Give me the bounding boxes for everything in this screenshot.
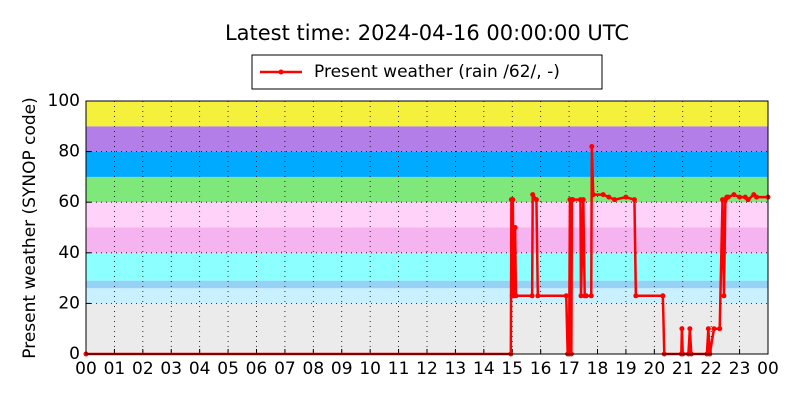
- x-tick-label: 23: [729, 359, 751, 379]
- legend-label: Present weather (rain /62/, -): [314, 62, 560, 82]
- background-band: [86, 280, 768, 289]
- data-point: [731, 192, 737, 198]
- background-band: [86, 202, 768, 228]
- data-point: [563, 293, 569, 299]
- data-point: [612, 197, 618, 203]
- data-point: [725, 194, 731, 200]
- plot-frame: [85, 100, 769, 355]
- x-tick-label: 04: [189, 359, 211, 379]
- x-tick-label: 22: [700, 359, 722, 379]
- y-tick-label: 80: [58, 142, 80, 162]
- plot-area: 00 01 02 03 04 05 06 07 08 09 10 11 12 13 14 15 16 17 18 19…: [48, 91, 779, 379]
- data-point: [600, 192, 606, 198]
- y-axis-label: Present weather (SYNOP code): [20, 97, 40, 358]
- background-band: [86, 101, 768, 127]
- x-tick-label: 19: [615, 359, 637, 379]
- x-tick-label: 09: [331, 359, 353, 379]
- x-tick-label: 16: [530, 359, 552, 379]
- x-tick-label: 21: [672, 359, 694, 379]
- x-tick-label: 01: [104, 359, 126, 379]
- data-point: [754, 194, 760, 200]
- data-point: [590, 192, 596, 198]
- x-tick-label: 07: [274, 359, 296, 379]
- x-tick-label: 13: [445, 359, 467, 379]
- data-point: [533, 197, 539, 203]
- x-tick-label: 15: [501, 359, 523, 379]
- y-tick-label: 0: [69, 344, 80, 364]
- legend-box: [251, 54, 603, 90]
- data-point: [513, 293, 519, 299]
- x-tick-label: 18: [587, 359, 609, 379]
- x-tick-label: 02: [132, 359, 154, 379]
- data-point: [570, 197, 576, 203]
- legend-marker: [278, 69, 284, 75]
- data-point: [588, 293, 594, 299]
- y-tick-label: 40: [58, 243, 80, 263]
- chart-title: Latest time: 2024-04-16 00:00:00 UTC: [225, 21, 629, 45]
- x-tick-label: 08: [303, 359, 325, 379]
- data-point: [578, 293, 584, 299]
- data-point: [535, 293, 541, 299]
- legend: Present weather (rain /62/, -): [251, 54, 603, 90]
- x-tick-label: 00: [757, 359, 779, 379]
- data-point: [589, 144, 595, 150]
- x-tick-label: 06: [246, 359, 268, 379]
- data-point: [583, 293, 589, 299]
- data-point: [512, 225, 518, 230]
- data-point: [687, 326, 693, 332]
- x-tick-label: 10: [359, 359, 381, 379]
- x-tick-label: 20: [644, 359, 666, 379]
- x-tick-label: 14: [473, 359, 495, 379]
- data-point: [737, 194, 743, 200]
- data-point: [745, 197, 751, 203]
- data-point: [633, 293, 639, 299]
- y-tick-label: 60: [58, 192, 80, 212]
- x-tick-label: 11: [388, 359, 410, 379]
- data-point: [510, 197, 516, 203]
- x-tick-label: 03: [160, 359, 182, 379]
- data-point: [529, 293, 535, 299]
- data-point: [623, 194, 629, 200]
- data-point: [721, 293, 727, 299]
- background-band: [86, 126, 768, 152]
- data-point: [679, 326, 685, 332]
- background-band: [86, 288, 768, 304]
- data-point: [606, 194, 612, 200]
- background-band: [86, 151, 768, 177]
- y-tick-label: 20: [58, 293, 80, 313]
- background-band: [86, 176, 768, 203]
- x-tick-label: 00: [75, 359, 97, 379]
- x-tick-label: 12: [416, 359, 438, 379]
- x-tick-label: 05: [217, 359, 239, 379]
- y-tick-label: 100: [48, 91, 80, 111]
- data-point: [660, 293, 666, 299]
- x-tick-label: 17: [558, 359, 580, 379]
- data-point: [717, 326, 723, 332]
- data-point: [711, 326, 717, 332]
- data-point: [631, 197, 637, 203]
- data-line: [86, 145, 768, 356]
- data-point: [580, 197, 586, 203]
- data-point: [530, 192, 536, 198]
- data-point: [705, 326, 711, 332]
